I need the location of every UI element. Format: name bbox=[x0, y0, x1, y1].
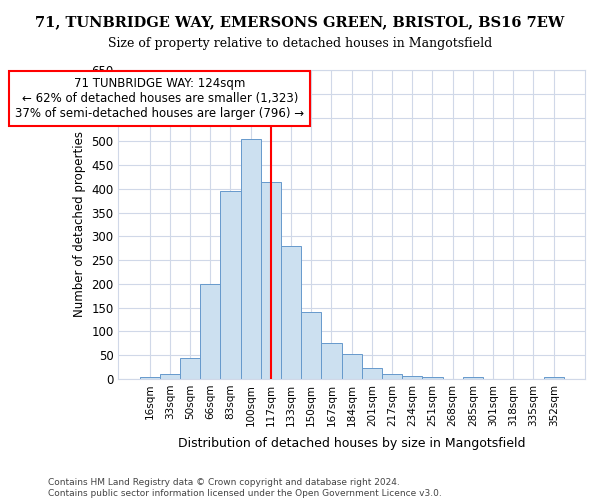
X-axis label: Distribution of detached houses by size in Mangotsfield: Distribution of detached houses by size … bbox=[178, 437, 526, 450]
Bar bbox=[200, 284, 220, 379]
Text: Contains HM Land Registry data © Crown copyright and database right 2024.
Contai: Contains HM Land Registry data © Crown c… bbox=[48, 478, 442, 498]
Bar bbox=[241, 139, 261, 379]
Bar bbox=[322, 344, 341, 379]
Bar bbox=[362, 368, 382, 379]
Bar bbox=[220, 191, 241, 379]
Bar bbox=[382, 374, 402, 379]
Y-axis label: Number of detached properties: Number of detached properties bbox=[73, 132, 86, 318]
Bar bbox=[281, 246, 301, 379]
Bar bbox=[140, 378, 160, 379]
Bar bbox=[301, 312, 322, 379]
Bar bbox=[402, 376, 422, 379]
Bar bbox=[422, 376, 443, 379]
Bar bbox=[463, 376, 483, 379]
Bar bbox=[544, 378, 564, 379]
Bar bbox=[341, 354, 362, 379]
Text: Size of property relative to detached houses in Mangotsfield: Size of property relative to detached ho… bbox=[108, 38, 492, 51]
Bar bbox=[180, 358, 200, 379]
Text: 71, TUNBRIDGE WAY, EMERSONS GREEN, BRISTOL, BS16 7EW: 71, TUNBRIDGE WAY, EMERSONS GREEN, BRIST… bbox=[35, 15, 565, 29]
Bar bbox=[261, 182, 281, 379]
Bar bbox=[160, 374, 180, 379]
Text: 71 TUNBRIDGE WAY: 124sqm
← 62% of detached houses are smaller (1,323)
37% of sem: 71 TUNBRIDGE WAY: 124sqm ← 62% of detach… bbox=[15, 77, 304, 120]
